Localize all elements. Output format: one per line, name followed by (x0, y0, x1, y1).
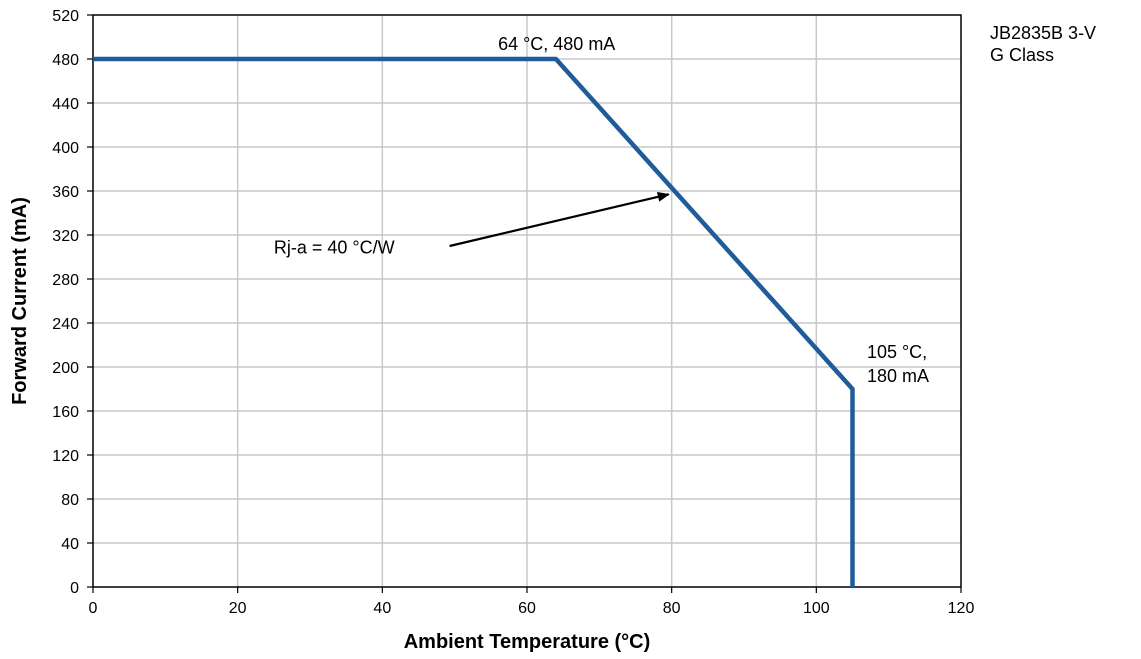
annotation-arrow (449, 191, 670, 248)
annotation-line: 180 mA (867, 366, 929, 386)
y-tick-label: 0 (70, 580, 79, 597)
legend-line-1: JB2835B 3-V (990, 23, 1097, 43)
annotations: 64 °C, 480 mA 105 °C, 180 mA Rj-a = 40 °C/W (274, 34, 929, 386)
y-tick-label: 360 (52, 184, 79, 201)
derating-curve (93, 56, 855, 587)
legend-label: JB2835B 3-V G Class (990, 22, 1096, 66)
x-tick-label: 120 (948, 600, 975, 617)
x-tick-label: 20 (229, 600, 247, 617)
y-tick-label: 200 (52, 360, 79, 377)
y-tick-label: 400 (52, 140, 79, 157)
annotation-label: Rj-a = 40 °C/W (274, 238, 395, 258)
y-tick-label: 440 (52, 96, 79, 113)
y-tick-label: 280 (52, 272, 79, 289)
y-tick-label: 240 (52, 316, 79, 333)
y-tick-label: 520 (52, 8, 79, 25)
legend-line-2: G Class (990, 45, 1055, 65)
grid (93, 15, 961, 587)
y-tick-label: 40 (61, 536, 79, 553)
x-tick-label: 0 (89, 600, 98, 617)
annotation-line: 105 °C, (867, 342, 927, 362)
plot-frame (92, 14, 962, 588)
x-tick-label: 100 (803, 600, 830, 617)
x-tick-label: 80 (663, 600, 681, 617)
annotation-label: 105 °C, 180 mA (867, 342, 929, 386)
y-tick-label: 160 (52, 404, 79, 421)
y-tick-label: 480 (52, 52, 79, 69)
y-tick-label: 120 (52, 448, 79, 465)
tick-labels: 0 20 40 60 80 100 120 0 40 80 120 160 200 240 280 320 36… (52, 8, 974, 617)
y-tick-label: 320 (52, 228, 79, 245)
x-tick-label: 40 (373, 600, 391, 617)
x-tick-label: 60 (518, 600, 536, 617)
y-tick-label: 80 (61, 492, 79, 509)
x-axis-title: Ambient Temperature (°C) (404, 631, 651, 653)
annotation-label: 64 °C, 480 mA (498, 34, 615, 54)
series (93, 56, 855, 587)
y-axis-title: Forward Current (mA) (9, 197, 31, 405)
